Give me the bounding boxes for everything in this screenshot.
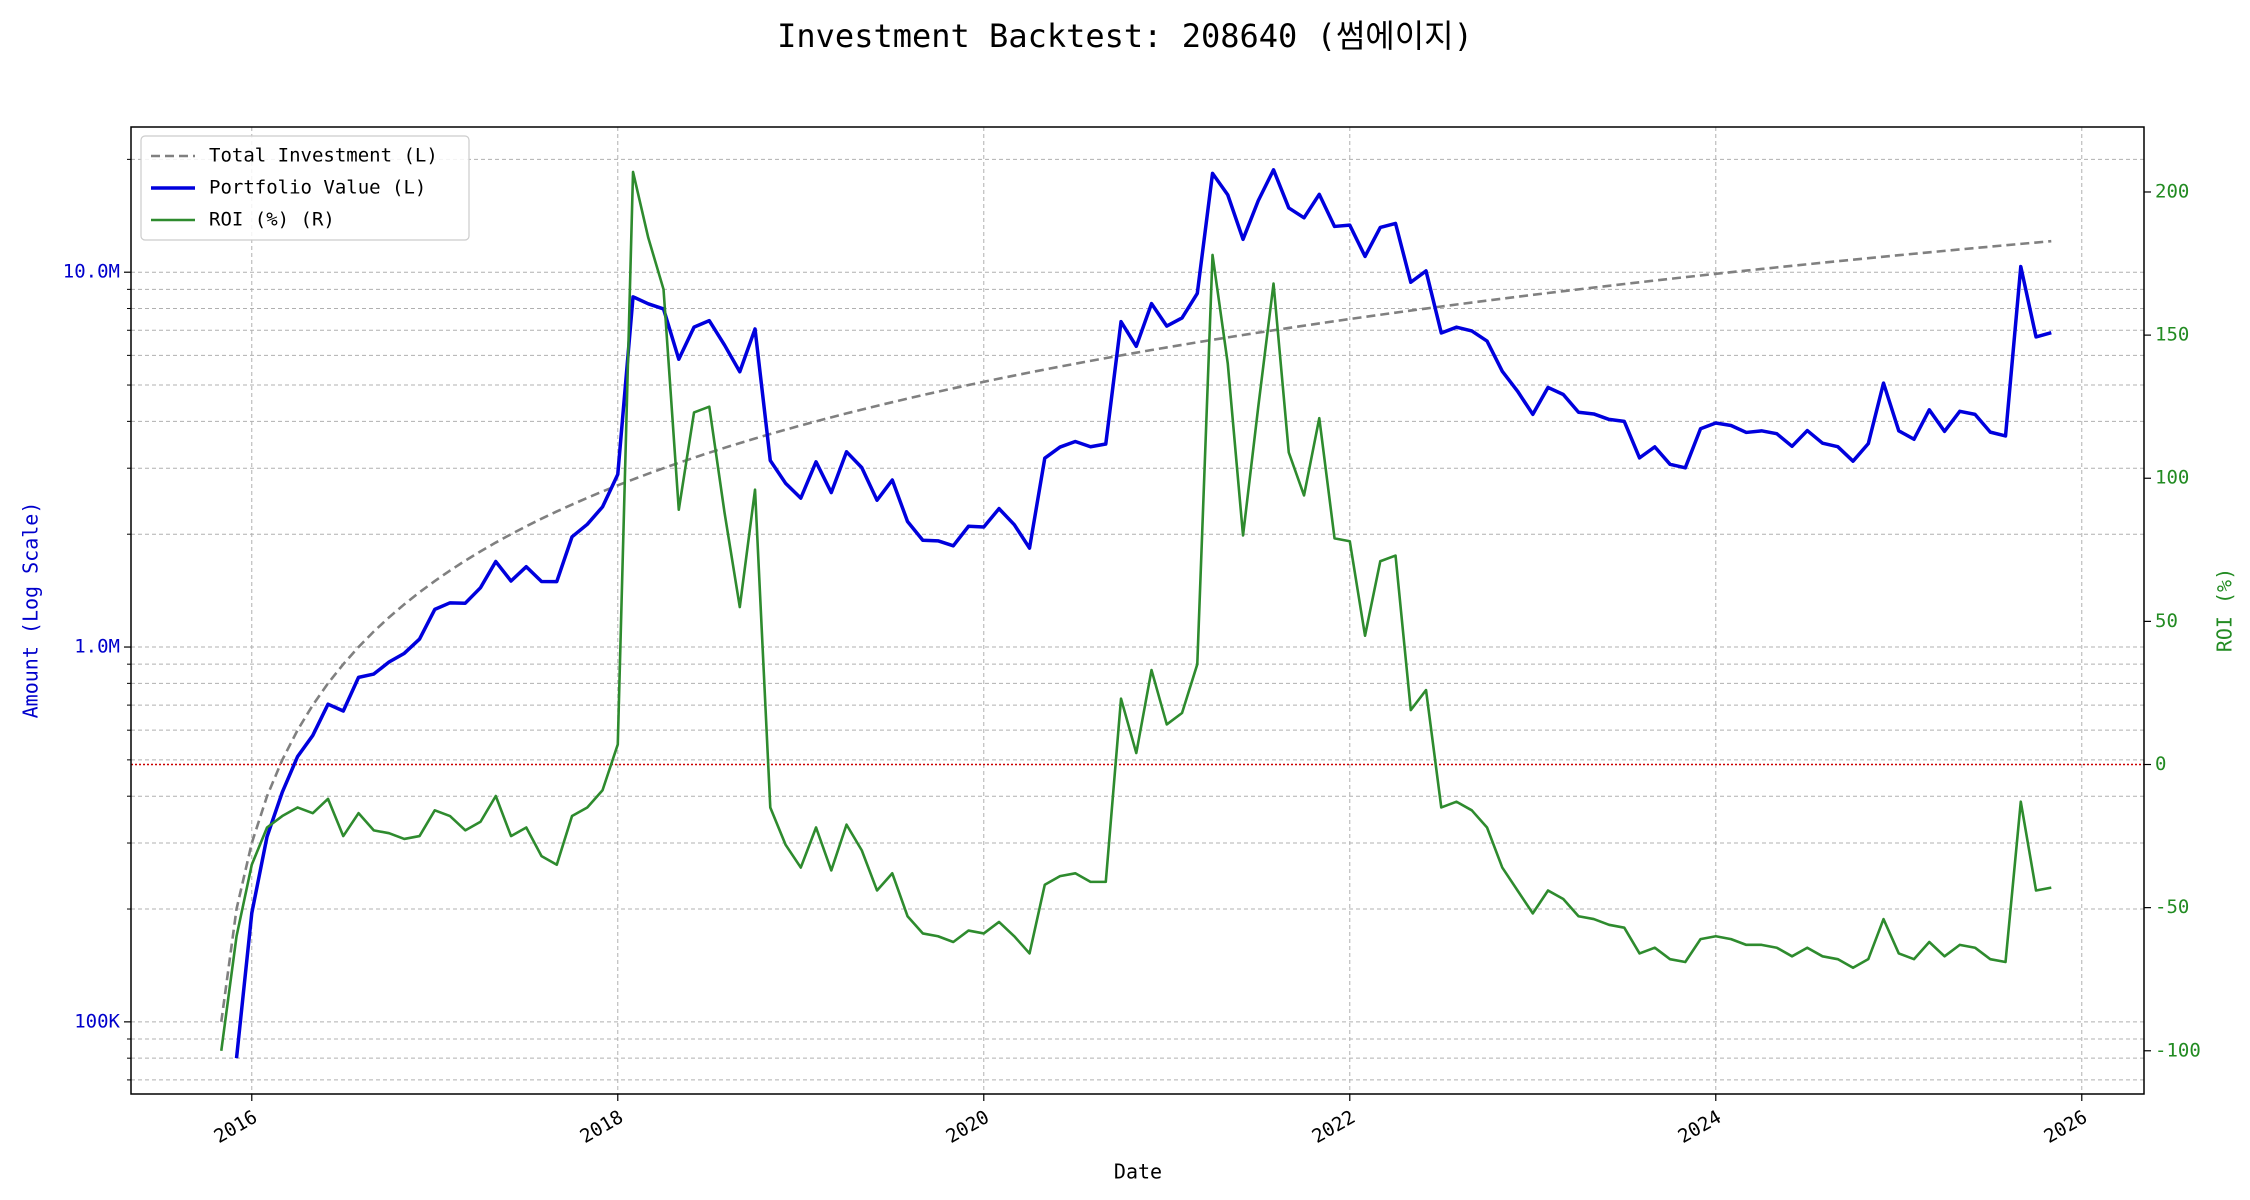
plot-area bbox=[131, 168, 2144, 1059]
y2-tick-label: 50 bbox=[2155, 610, 2178, 632]
legend-label: Portfolio Value (L) bbox=[209, 177, 426, 199]
series-line bbox=[219, 170, 2052, 1051]
series-line bbox=[219, 239, 2052, 1023]
chart-title: Investment Backtest: 208640 (썸에이지) bbox=[777, 17, 1473, 55]
legend-label: ROI (%) (R) bbox=[209, 209, 335, 231]
series-line bbox=[234, 168, 2052, 1059]
x-axis-label: Date bbox=[1114, 1160, 1162, 1184]
y2-tick-label: 0 bbox=[2155, 753, 2166, 775]
y-axis-label: Amount (Log Scale) bbox=[19, 502, 43, 719]
y-tick-label: 10.0M bbox=[63, 261, 120, 283]
y2-tick-label: 100 bbox=[2155, 467, 2189, 489]
y2-tick-label: -50 bbox=[2155, 896, 2189, 918]
plot-frame bbox=[130, 126, 2145, 1095]
y-tick-label: 100K bbox=[74, 1010, 120, 1032]
y2-axis-label: ROI (%) bbox=[2213, 568, 2237, 652]
legend-box bbox=[140, 135, 470, 241]
legend-label: Total Investment (L) bbox=[209, 145, 438, 167]
y-tick-label: 1.0M bbox=[74, 636, 120, 658]
y2-tick-label: -100 bbox=[2155, 1039, 2201, 1061]
y2-tick-label: 150 bbox=[2155, 324, 2189, 346]
y2-tick-label: 200 bbox=[2155, 180, 2189, 202]
